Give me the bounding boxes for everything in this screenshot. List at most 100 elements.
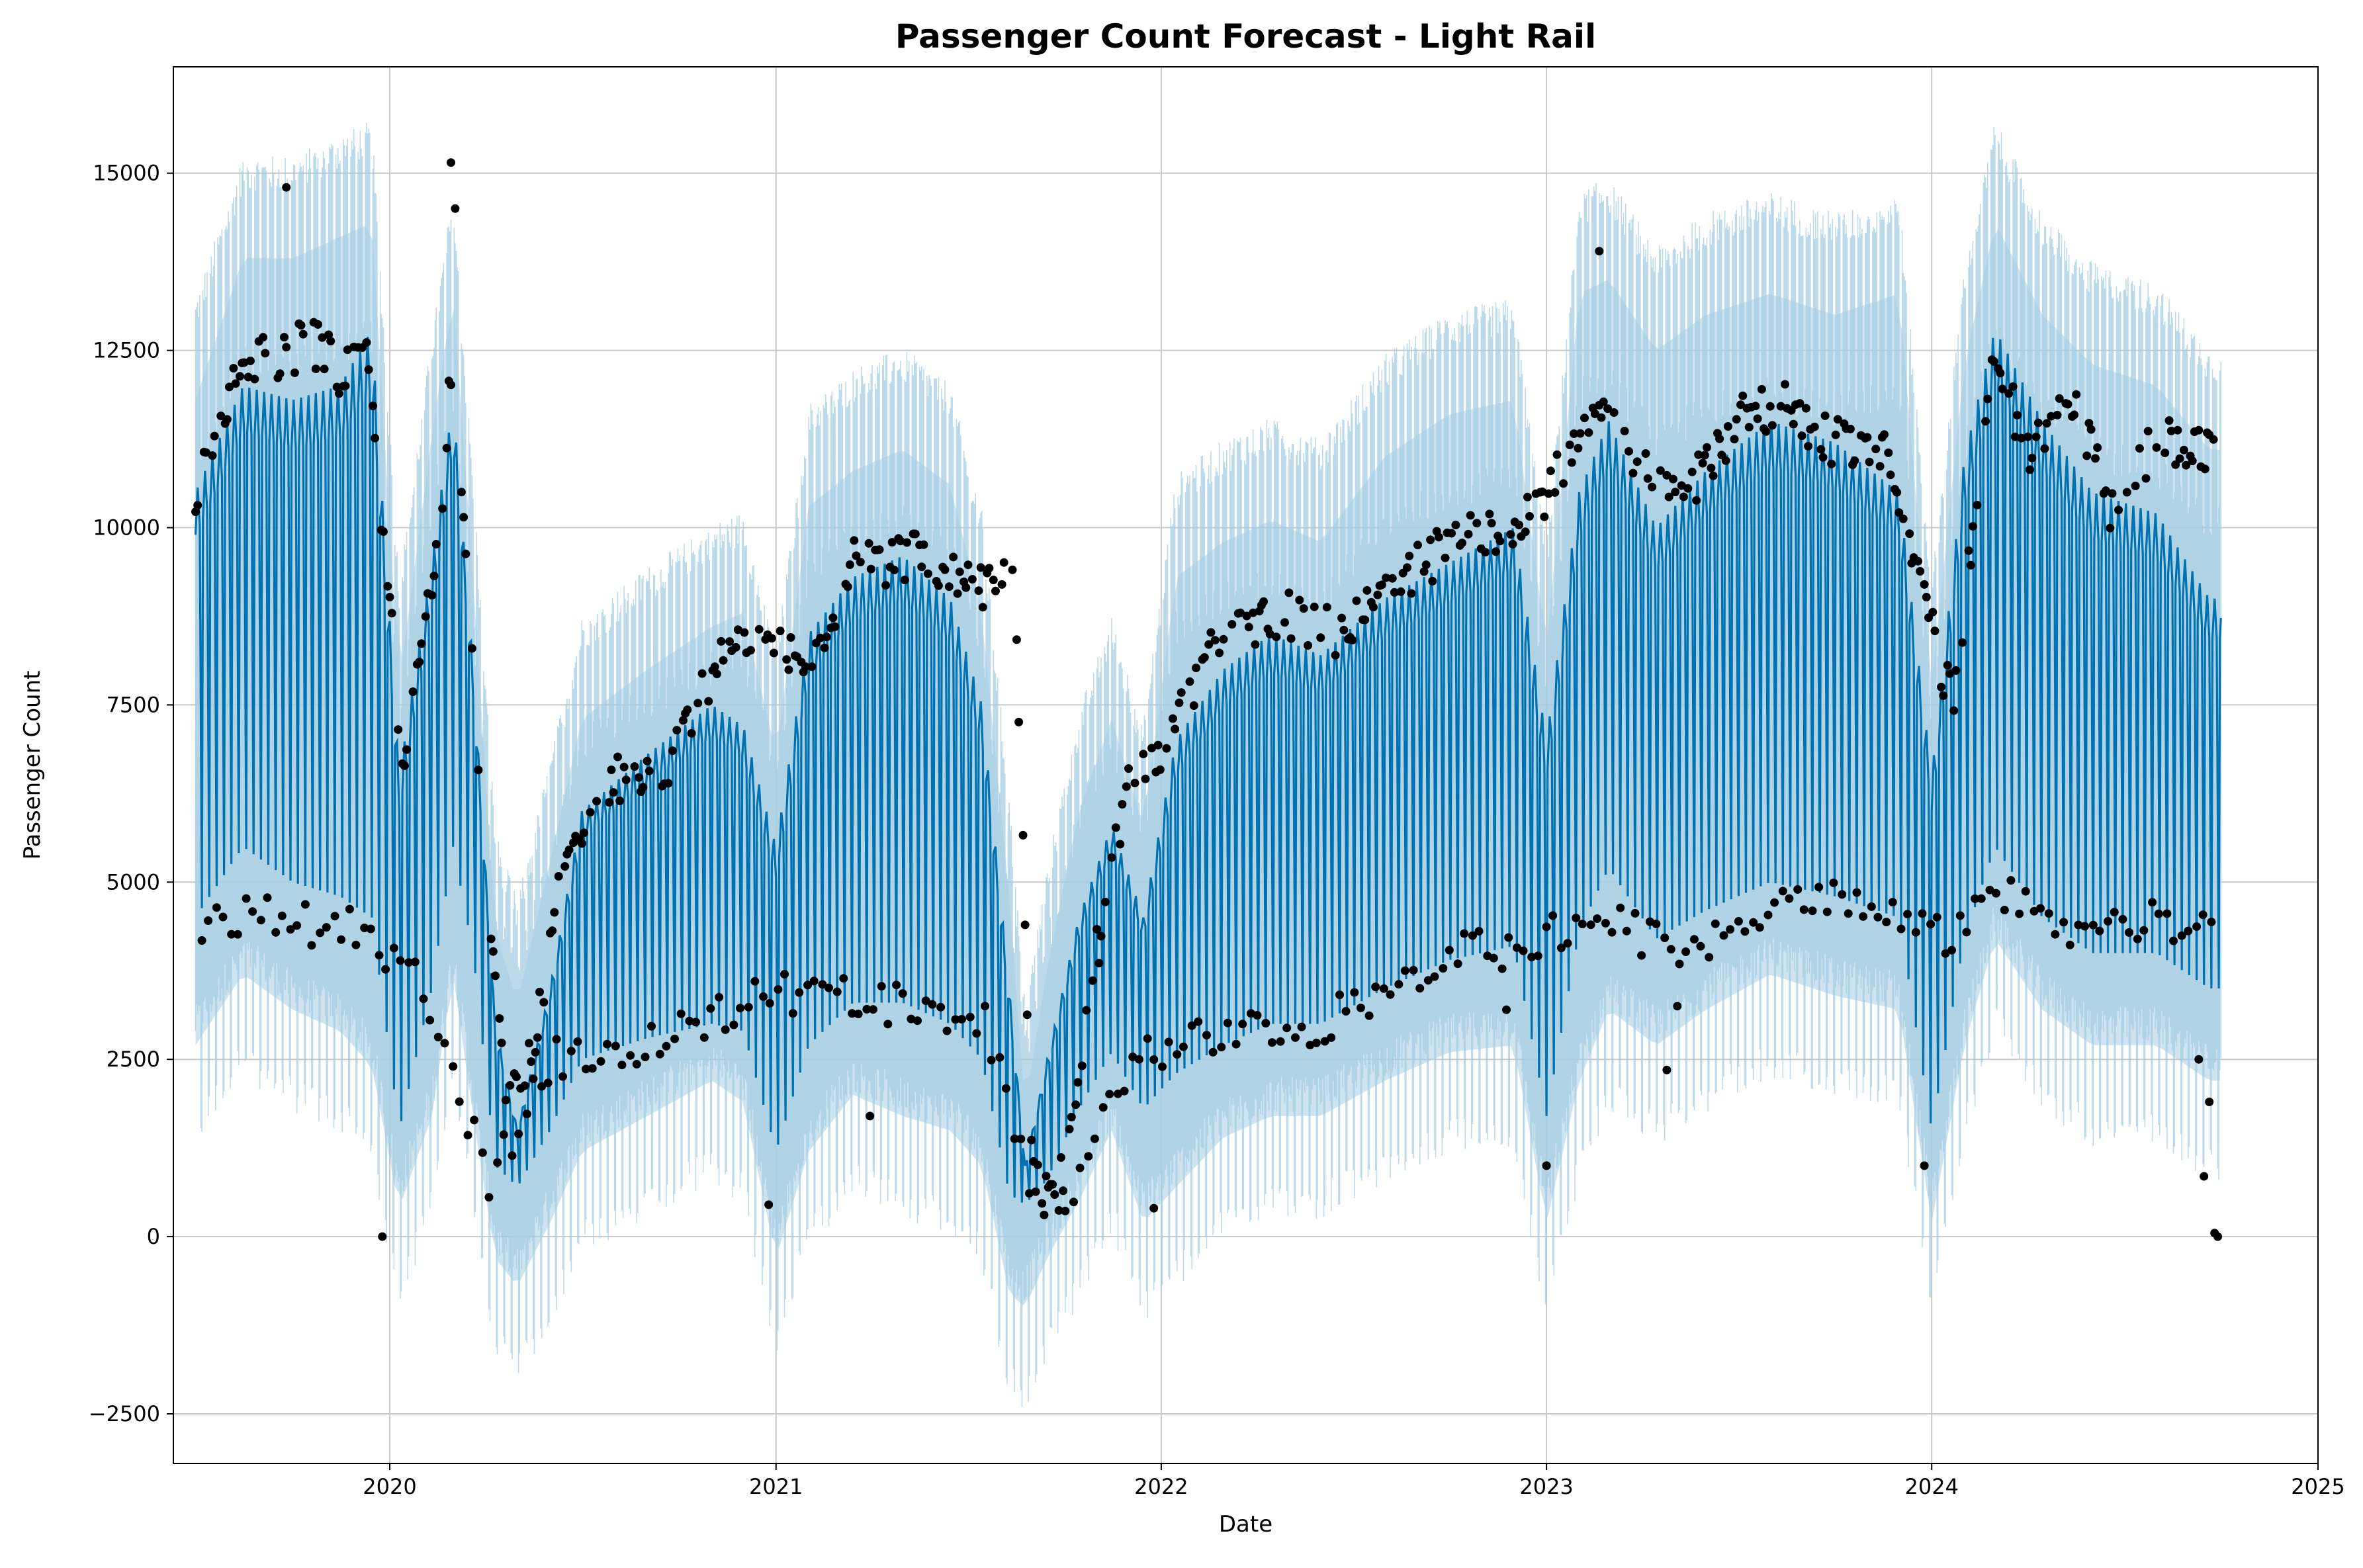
- observed-point: [1533, 951, 1542, 961]
- observed-point: [1322, 603, 1331, 612]
- observed-point: [569, 838, 578, 848]
- observed-point: [222, 415, 232, 424]
- observed-point: [848, 1009, 857, 1018]
- observed-point: [1882, 918, 1891, 927]
- observed-point: [1379, 984, 1388, 993]
- observed-point: [337, 935, 346, 944]
- observed-point: [780, 970, 789, 979]
- observed-point: [1377, 580, 1386, 589]
- observed-point: [1542, 1161, 1551, 1170]
- observed-point: [997, 580, 1006, 589]
- observed-point: [1922, 593, 1931, 601]
- observed-point: [1875, 462, 1885, 471]
- observed-point: [699, 1033, 709, 1042]
- observed-point: [566, 1047, 576, 1056]
- observed-point: [1474, 927, 1484, 936]
- observed-point: [552, 1035, 561, 1044]
- observed-point: [619, 762, 629, 771]
- observed-point: [1816, 445, 1826, 454]
- observed-point: [744, 1002, 753, 1012]
- observed-point: [605, 798, 614, 807]
- observed-point: [1139, 750, 1148, 759]
- observed-point: [1662, 1065, 1672, 1074]
- observed-point: [911, 529, 920, 539]
- observed-point: [1789, 419, 1798, 429]
- observed-point: [1770, 898, 1779, 907]
- observed-point: [856, 558, 865, 566]
- observed-point: [463, 1131, 472, 1140]
- observed-point: [1662, 470, 1672, 480]
- observed-point: [2044, 909, 2053, 918]
- observed-point: [1749, 918, 1758, 927]
- observed-point: [1396, 587, 1405, 596]
- observed-point: [1356, 1003, 1365, 1012]
- observed-point: [506, 1081, 515, 1090]
- observed-point: [1781, 380, 1789, 389]
- observed-point: [1382, 573, 1391, 582]
- observed-point: [514, 1129, 523, 1139]
- observed-point: [2023, 432, 2032, 441]
- observed-point: [981, 1002, 989, 1011]
- observed-point: [2093, 443, 2102, 452]
- observed-point: [1008, 565, 1017, 574]
- observed-point: [533, 1033, 542, 1042]
- observed-point: [1098, 1103, 1108, 1112]
- observed-point: [286, 925, 295, 934]
- observed-point: [881, 581, 891, 590]
- observed-point: [334, 389, 343, 398]
- observed-point: [1852, 888, 1861, 897]
- observed-point: [431, 540, 441, 548]
- observed-point: [1880, 430, 1889, 439]
- observed-point: [488, 947, 498, 956]
- x-tick-label: 2024: [1905, 1474, 1959, 1499]
- observed-point: [809, 977, 819, 986]
- observed-point: [322, 923, 331, 932]
- observed-point: [1863, 433, 1872, 442]
- observed-point: [717, 636, 726, 646]
- observed-point: [784, 665, 793, 674]
- observed-point: [360, 924, 369, 932]
- observed-point: [1751, 402, 1760, 411]
- observed-point: [854, 1010, 863, 1019]
- observed-point: [1753, 414, 1762, 423]
- observed-point: [1092, 925, 1102, 934]
- observed-point: [1040, 1210, 1049, 1219]
- observed-point: [683, 705, 692, 715]
- observed-point: [965, 1012, 975, 1022]
- observed-point: [1914, 556, 1922, 566]
- observed-point: [1584, 428, 1593, 437]
- observed-point: [1261, 1019, 1271, 1027]
- observed-point: [632, 1060, 641, 1068]
- observed-point: [1719, 931, 1728, 940]
- observed-point: [1122, 782, 1131, 791]
- observed-point: [2051, 930, 2060, 939]
- observed-point: [2154, 909, 2163, 918]
- observed-point: [822, 632, 831, 642]
- observed-point: [782, 655, 791, 664]
- observed-point: [410, 957, 420, 967]
- observed-point: [1578, 920, 1587, 929]
- observed-point: [2104, 917, 2113, 926]
- observed-point: [1700, 451, 1709, 460]
- observed-point: [1134, 1055, 1143, 1064]
- observed-point: [721, 1025, 730, 1034]
- observed-point: [862, 1004, 871, 1014]
- observed-point: [664, 779, 673, 788]
- observed-point: [1105, 1090, 1114, 1099]
- observed-point: [1955, 911, 1965, 920]
- observed-point: [1721, 456, 1730, 465]
- observed-point: [1208, 1047, 1218, 1057]
- observed-point: [1038, 1199, 1047, 1208]
- observed-point: [2139, 926, 2149, 935]
- observed-point: [1761, 427, 1771, 436]
- observed-point: [1810, 422, 1819, 431]
- observed-point: [564, 846, 574, 854]
- observed-point: [621, 775, 631, 785]
- observed-point: [2031, 432, 2041, 441]
- observed-point: [655, 1049, 664, 1059]
- observed-point: [429, 572, 439, 580]
- observed-point: [1962, 928, 1971, 937]
- observed-point: [736, 1004, 744, 1013]
- observed-point: [764, 1200, 774, 1209]
- observed-point: [647, 1022, 656, 1031]
